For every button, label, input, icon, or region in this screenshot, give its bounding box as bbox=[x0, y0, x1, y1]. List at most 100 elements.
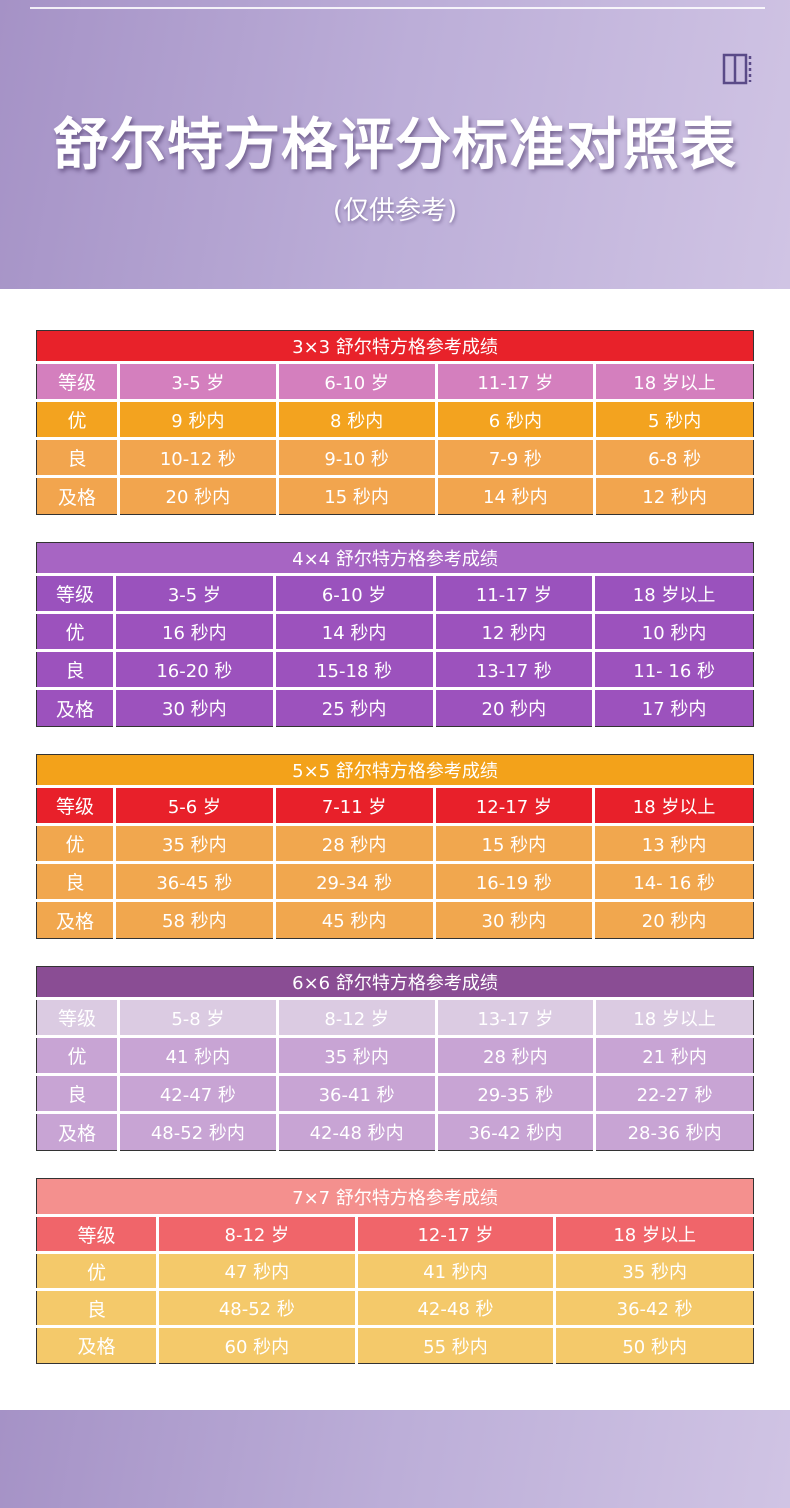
grade-cell: 优 bbox=[36, 399, 120, 440]
table-cell: 42-48 秒 bbox=[354, 1288, 557, 1328]
table-header-row: 等级 3-5 岁 6-10 岁 11-17 岁 18 岁以上 bbox=[36, 361, 754, 402]
table-cell: 29-35 秒 bbox=[434, 1073, 597, 1114]
table-cell: 25 秒内 bbox=[272, 687, 436, 727]
header-cell: 3-5 岁 bbox=[117, 361, 279, 402]
table-cell: 10-12 秒 bbox=[117, 437, 279, 478]
table-cell: 35 秒内 bbox=[275, 1035, 438, 1076]
header-cell: 5-8 岁 bbox=[117, 997, 279, 1038]
table-row: 及格 58 秒内 45 秒内 30 秒内 20 秒内 bbox=[36, 899, 754, 939]
table-cell: 35 秒内 bbox=[553, 1251, 754, 1291]
table-cell: 9-10 秒 bbox=[275, 437, 438, 478]
grade-cell: 及格 bbox=[36, 687, 116, 727]
grade-cell: 良 bbox=[36, 861, 116, 902]
table-cell: 48-52 秒内 bbox=[117, 1111, 279, 1151]
book-icon[interactable] bbox=[722, 52, 754, 86]
table-row: 优 47 秒内 41 秒内 35 秒内 bbox=[36, 1251, 754, 1291]
table-caption: 4×4 舒尔特方格参考成绩 bbox=[36, 542, 754, 576]
table-cell: 15-18 秒 bbox=[272, 649, 436, 690]
header-cell: 等级 bbox=[36, 361, 120, 402]
header-cell: 等级 bbox=[36, 573, 116, 614]
table-cell: 14- 16 秒 bbox=[592, 861, 754, 902]
table-cell: 14 秒内 bbox=[272, 611, 436, 652]
table-cell: 20 秒内 bbox=[592, 899, 754, 939]
table-header-row: 等级 8-12 岁 12-17 岁 18 岁以上 bbox=[36, 1214, 754, 1254]
header-cell: 18 岁以上 bbox=[592, 785, 754, 826]
table-header-row: 等级 5-6 岁 7-11 岁 12-17 岁 18 岁以上 bbox=[36, 785, 754, 826]
table-cell: 9 秒内 bbox=[117, 399, 279, 440]
table-caption: 7×7 舒尔特方格参考成绩 bbox=[36, 1178, 754, 1217]
grade-cell: 优 bbox=[36, 611, 116, 652]
table-row: 优 16 秒内 14 秒内 12 秒内 10 秒内 bbox=[36, 611, 754, 652]
header-cell: 8-12 岁 bbox=[275, 997, 438, 1038]
grade-cell: 良 bbox=[36, 1073, 120, 1114]
table-cell: 12 秒内 bbox=[432, 611, 596, 652]
grade-cell: 及格 bbox=[36, 1325, 159, 1364]
header-cell: 11-17 岁 bbox=[434, 361, 597, 402]
table-cell: 11- 16 秒 bbox=[592, 649, 754, 690]
header-banner: 舒尔特方格评分标准对照表 (仅供参考) bbox=[0, 0, 790, 289]
header-cell: 6-10 岁 bbox=[275, 361, 438, 402]
table-cell: 15 秒内 bbox=[275, 475, 438, 515]
header-cell: 11-17 岁 bbox=[432, 573, 596, 614]
table-row: 优 9 秒内 8 秒内 6 秒内 5 秒内 bbox=[36, 399, 754, 440]
table-header-row: 等级 5-8 岁 8-12 岁 13-17 岁 18 岁以上 bbox=[36, 997, 754, 1038]
table-row: 及格 60 秒内 55 秒内 50 秒内 bbox=[36, 1325, 754, 1364]
table-cell: 14 秒内 bbox=[434, 475, 597, 515]
grade-cell: 优 bbox=[36, 823, 116, 864]
page-subtitle: (仅供参考) bbox=[332, 196, 458, 226]
table-cell: 15 秒内 bbox=[432, 823, 596, 864]
table-cell: 21 秒内 bbox=[593, 1035, 754, 1076]
table-row: 及格 48-52 秒内 42-48 秒内 36-42 秒内 28-36 秒内 bbox=[36, 1111, 754, 1151]
table-cell: 29-34 秒 bbox=[272, 861, 436, 902]
grade-cell: 及格 bbox=[36, 475, 120, 515]
banner-divider bbox=[30, 7, 765, 9]
table-caption: 3×3 舒尔特方格参考成绩 bbox=[36, 330, 754, 364]
header-cell: 8-12 岁 bbox=[156, 1214, 358, 1254]
table-cell: 20 秒内 bbox=[117, 475, 279, 515]
grade-cell: 优 bbox=[36, 1035, 120, 1076]
table-header-row: 等级 3-5 岁 6-10 岁 11-17 岁 18 岁以上 bbox=[36, 573, 754, 614]
table-cell: 20 秒内 bbox=[432, 687, 596, 727]
table-cell: 30 秒内 bbox=[113, 687, 276, 727]
table-row: 优 35 秒内 28 秒内 15 秒内 13 秒内 bbox=[36, 823, 754, 864]
table-row: 良 36-45 秒 29-34 秒 16-19 秒 14- 16 秒 bbox=[36, 861, 754, 902]
table-row: 优 41 秒内 35 秒内 28 秒内 21 秒内 bbox=[36, 1035, 754, 1076]
header-cell: 等级 bbox=[36, 785, 116, 826]
table-cell: 30 秒内 bbox=[432, 899, 596, 939]
table-cell: 36-42 秒内 bbox=[434, 1111, 597, 1151]
table-row: 及格 30 秒内 25 秒内 20 秒内 17 秒内 bbox=[36, 687, 754, 727]
header-cell: 12-17 岁 bbox=[432, 785, 596, 826]
table-row: 及格 20 秒内 15 秒内 14 秒内 12 秒内 bbox=[36, 475, 754, 515]
table-cell: 28-36 秒内 bbox=[593, 1111, 754, 1151]
table-cell: 13 秒内 bbox=[592, 823, 754, 864]
header-cell: 等级 bbox=[36, 1214, 159, 1254]
grade-cell: 良 bbox=[36, 649, 116, 690]
table-row: 良 48-52 秒 42-48 秒 36-42 秒 bbox=[36, 1288, 754, 1328]
table-cell: 45 秒内 bbox=[272, 899, 436, 939]
table-cell: 47 秒内 bbox=[156, 1251, 358, 1291]
table-cell: 50 秒内 bbox=[553, 1325, 754, 1364]
header-cell: 18 岁以上 bbox=[593, 361, 754, 402]
table-cell: 36-41 秒 bbox=[275, 1073, 438, 1114]
grade-cell: 及格 bbox=[36, 1111, 120, 1151]
table-cell: 55 秒内 bbox=[354, 1325, 557, 1364]
table-cell: 42-47 秒 bbox=[117, 1073, 279, 1114]
table-cell: 28 秒内 bbox=[434, 1035, 597, 1076]
table-7x7: 7×7 舒尔特方格参考成绩 等级 8-12 岁 12-17 岁 18 岁以上 优… bbox=[36, 1178, 754, 1364]
table-cell: 41 秒内 bbox=[117, 1035, 279, 1076]
table-cell: 22-27 秒 bbox=[593, 1073, 754, 1114]
table-cell: 13-17 秒 bbox=[432, 649, 596, 690]
table-cell: 5 秒内 bbox=[593, 399, 754, 440]
header-cell: 18 岁以上 bbox=[553, 1214, 754, 1254]
table-caption: 6×6 舒尔特方格参考成绩 bbox=[36, 966, 754, 1000]
table-cell: 6-8 秒 bbox=[593, 437, 754, 478]
header-cell: 3-5 岁 bbox=[113, 573, 276, 614]
table-cell: 36-42 秒 bbox=[553, 1288, 754, 1328]
table-cell: 16-20 秒 bbox=[113, 649, 276, 690]
table-cell: 35 秒内 bbox=[113, 823, 276, 864]
table-cell: 16 秒内 bbox=[113, 611, 276, 652]
grade-cell: 及格 bbox=[36, 899, 116, 939]
table-cell: 28 秒内 bbox=[272, 823, 436, 864]
header-cell: 5-6 岁 bbox=[113, 785, 276, 826]
table-cell: 42-48 秒内 bbox=[275, 1111, 438, 1151]
